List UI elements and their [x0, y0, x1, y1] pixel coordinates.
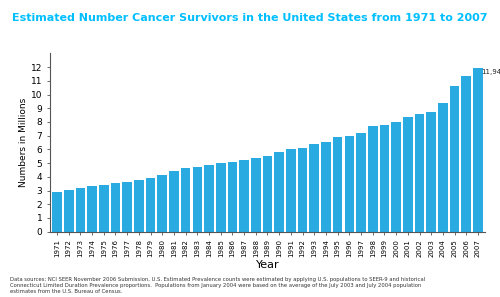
Bar [310, 144, 319, 232]
Bar [181, 168, 190, 232]
Bar [426, 112, 436, 232]
Bar [64, 190, 74, 232]
Bar [344, 136, 354, 232]
Bar [321, 142, 331, 232]
Bar [403, 117, 412, 232]
Bar [76, 188, 85, 232]
Text: Data sources: NCI SEER November 2006 Submission, U.S. Estimated Prevalence count: Data sources: NCI SEER November 2006 Sub… [10, 277, 425, 294]
Text: Estimated Number Cancer Survivors in the United States from 1971 to 2007: Estimated Number Cancer Survivors in the… [12, 13, 488, 23]
Bar [356, 133, 366, 232]
Bar [134, 180, 143, 232]
Bar [462, 76, 471, 232]
Bar [450, 86, 460, 232]
Bar [204, 165, 214, 232]
Bar [251, 158, 260, 232]
Bar [110, 184, 120, 232]
Bar [99, 185, 108, 232]
Bar [262, 156, 272, 232]
Bar [169, 171, 178, 232]
Bar [333, 137, 342, 232]
Bar [192, 167, 202, 232]
Bar [274, 152, 284, 232]
Bar [122, 182, 132, 232]
Bar [216, 163, 226, 232]
Y-axis label: Numbers in Millions: Numbers in Millions [19, 98, 28, 187]
Bar [52, 192, 62, 232]
Bar [88, 187, 97, 232]
Bar [146, 178, 156, 232]
Bar [158, 176, 167, 232]
Bar [438, 103, 448, 232]
Bar [392, 121, 401, 232]
Bar [473, 68, 483, 232]
Text: 11,941,043: 11,941,043 [482, 69, 500, 75]
Bar [286, 149, 296, 232]
Bar [380, 125, 389, 232]
Bar [298, 148, 308, 232]
Bar [414, 114, 424, 232]
X-axis label: Year: Year [256, 260, 280, 270]
Bar [228, 162, 237, 232]
Bar [240, 160, 249, 232]
Bar [368, 126, 378, 232]
